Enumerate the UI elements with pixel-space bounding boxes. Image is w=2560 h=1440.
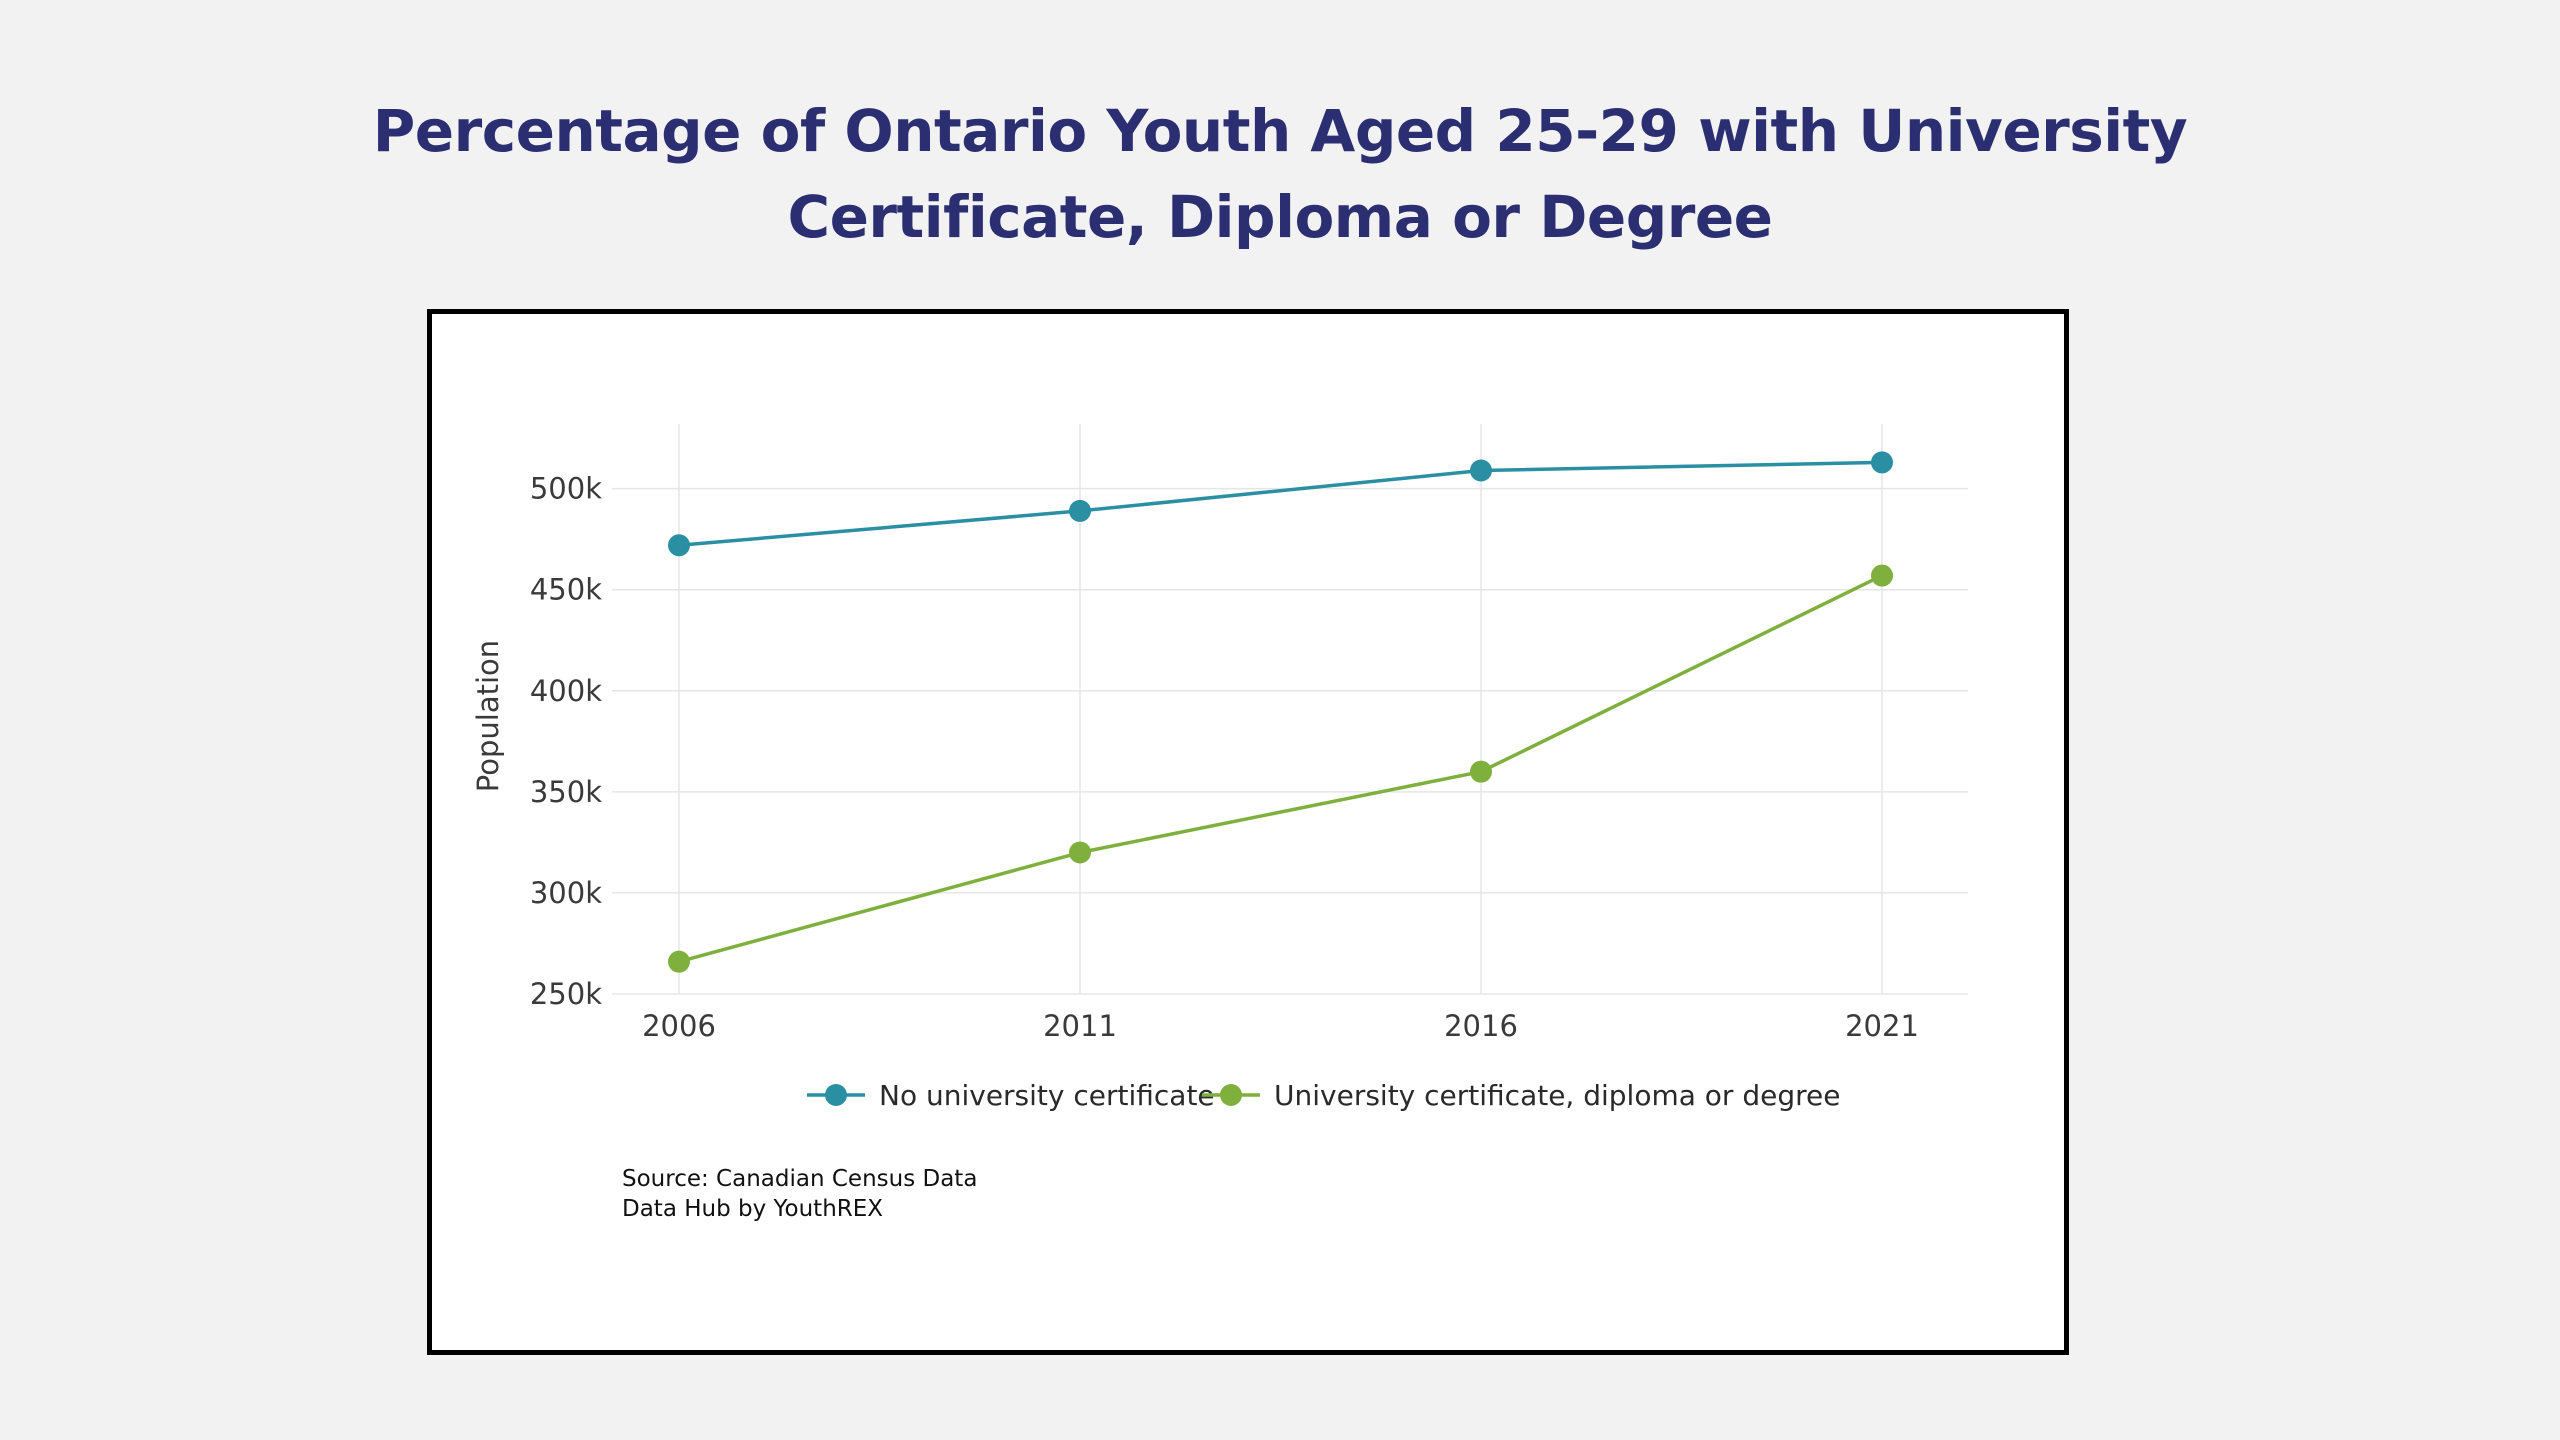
data-point: [1871, 564, 1893, 587]
source-line-2: Data Hub by YouthREX: [622, 1196, 884, 1222]
series-line-0: [678, 460, 1883, 548]
chart-frame: 250k 300k 350k 400k 450k 500k 2006 2011 2016 202…: [427, 309, 2069, 1355]
series-line-1: [678, 574, 1883, 964]
y-axis-title: Population: [471, 640, 505, 792]
x-axis-ticks: 2006 2011 2016 2021: [642, 1009, 1919, 1043]
legend-swatch-point: [1220, 1084, 1242, 1106]
page-title-line-2: Certificate, Diploma or Degree: [787, 183, 1774, 251]
x-tick-label: 2016: [1444, 1009, 1518, 1043]
line-chart: 250k 300k 350k 400k 450k 500k 2006 2011 2016 202…: [471, 424, 1968, 1112]
data-point: [668, 950, 690, 973]
x-tick-label: 2006: [642, 1009, 716, 1043]
data-point: [1470, 760, 1492, 783]
series-lines: [668, 451, 1893, 973]
y-tick-label: 500k: [530, 472, 602, 506]
y-tick-label: 450k: [530, 573, 602, 607]
y-tick-label: 350k: [530, 775, 602, 809]
data-point: [1069, 841, 1091, 864]
x-tick-label: 2021: [1845, 1009, 1919, 1043]
source-line-1: Source: Canadian Census Data: [622, 1166, 978, 1192]
grid-lines: [612, 424, 1968, 995]
page-title-line-1: Percentage of Ontario Youth Aged 25-29 w…: [372, 97, 2188, 165]
page-title: Percentage of Ontario Youth Aged 25-29 w…: [0, 88, 2560, 260]
x-tick-label: 2011: [1043, 1009, 1117, 1043]
legend: No university certificate University cert…: [807, 1079, 1840, 1112]
data-point: [1470, 459, 1492, 482]
y-axis-ticks: 250k 300k 350k 400k 450k 500k: [530, 472, 602, 1011]
legend-swatch-point: [825, 1084, 847, 1106]
y-tick-label: 300k: [530, 876, 602, 910]
y-tick-label: 250k: [530, 977, 602, 1011]
y-tick-label: 400k: [530, 674, 602, 708]
data-point: [1069, 499, 1091, 522]
legend-label: University certificate, diploma or degre…: [1274, 1079, 1840, 1112]
data-point: [1871, 451, 1893, 474]
data-point: [668, 534, 690, 557]
source-note: Source: Canadian Census Data Data Hub by…: [622, 1164, 977, 1224]
legend-label: No university certificate: [879, 1079, 1215, 1112]
